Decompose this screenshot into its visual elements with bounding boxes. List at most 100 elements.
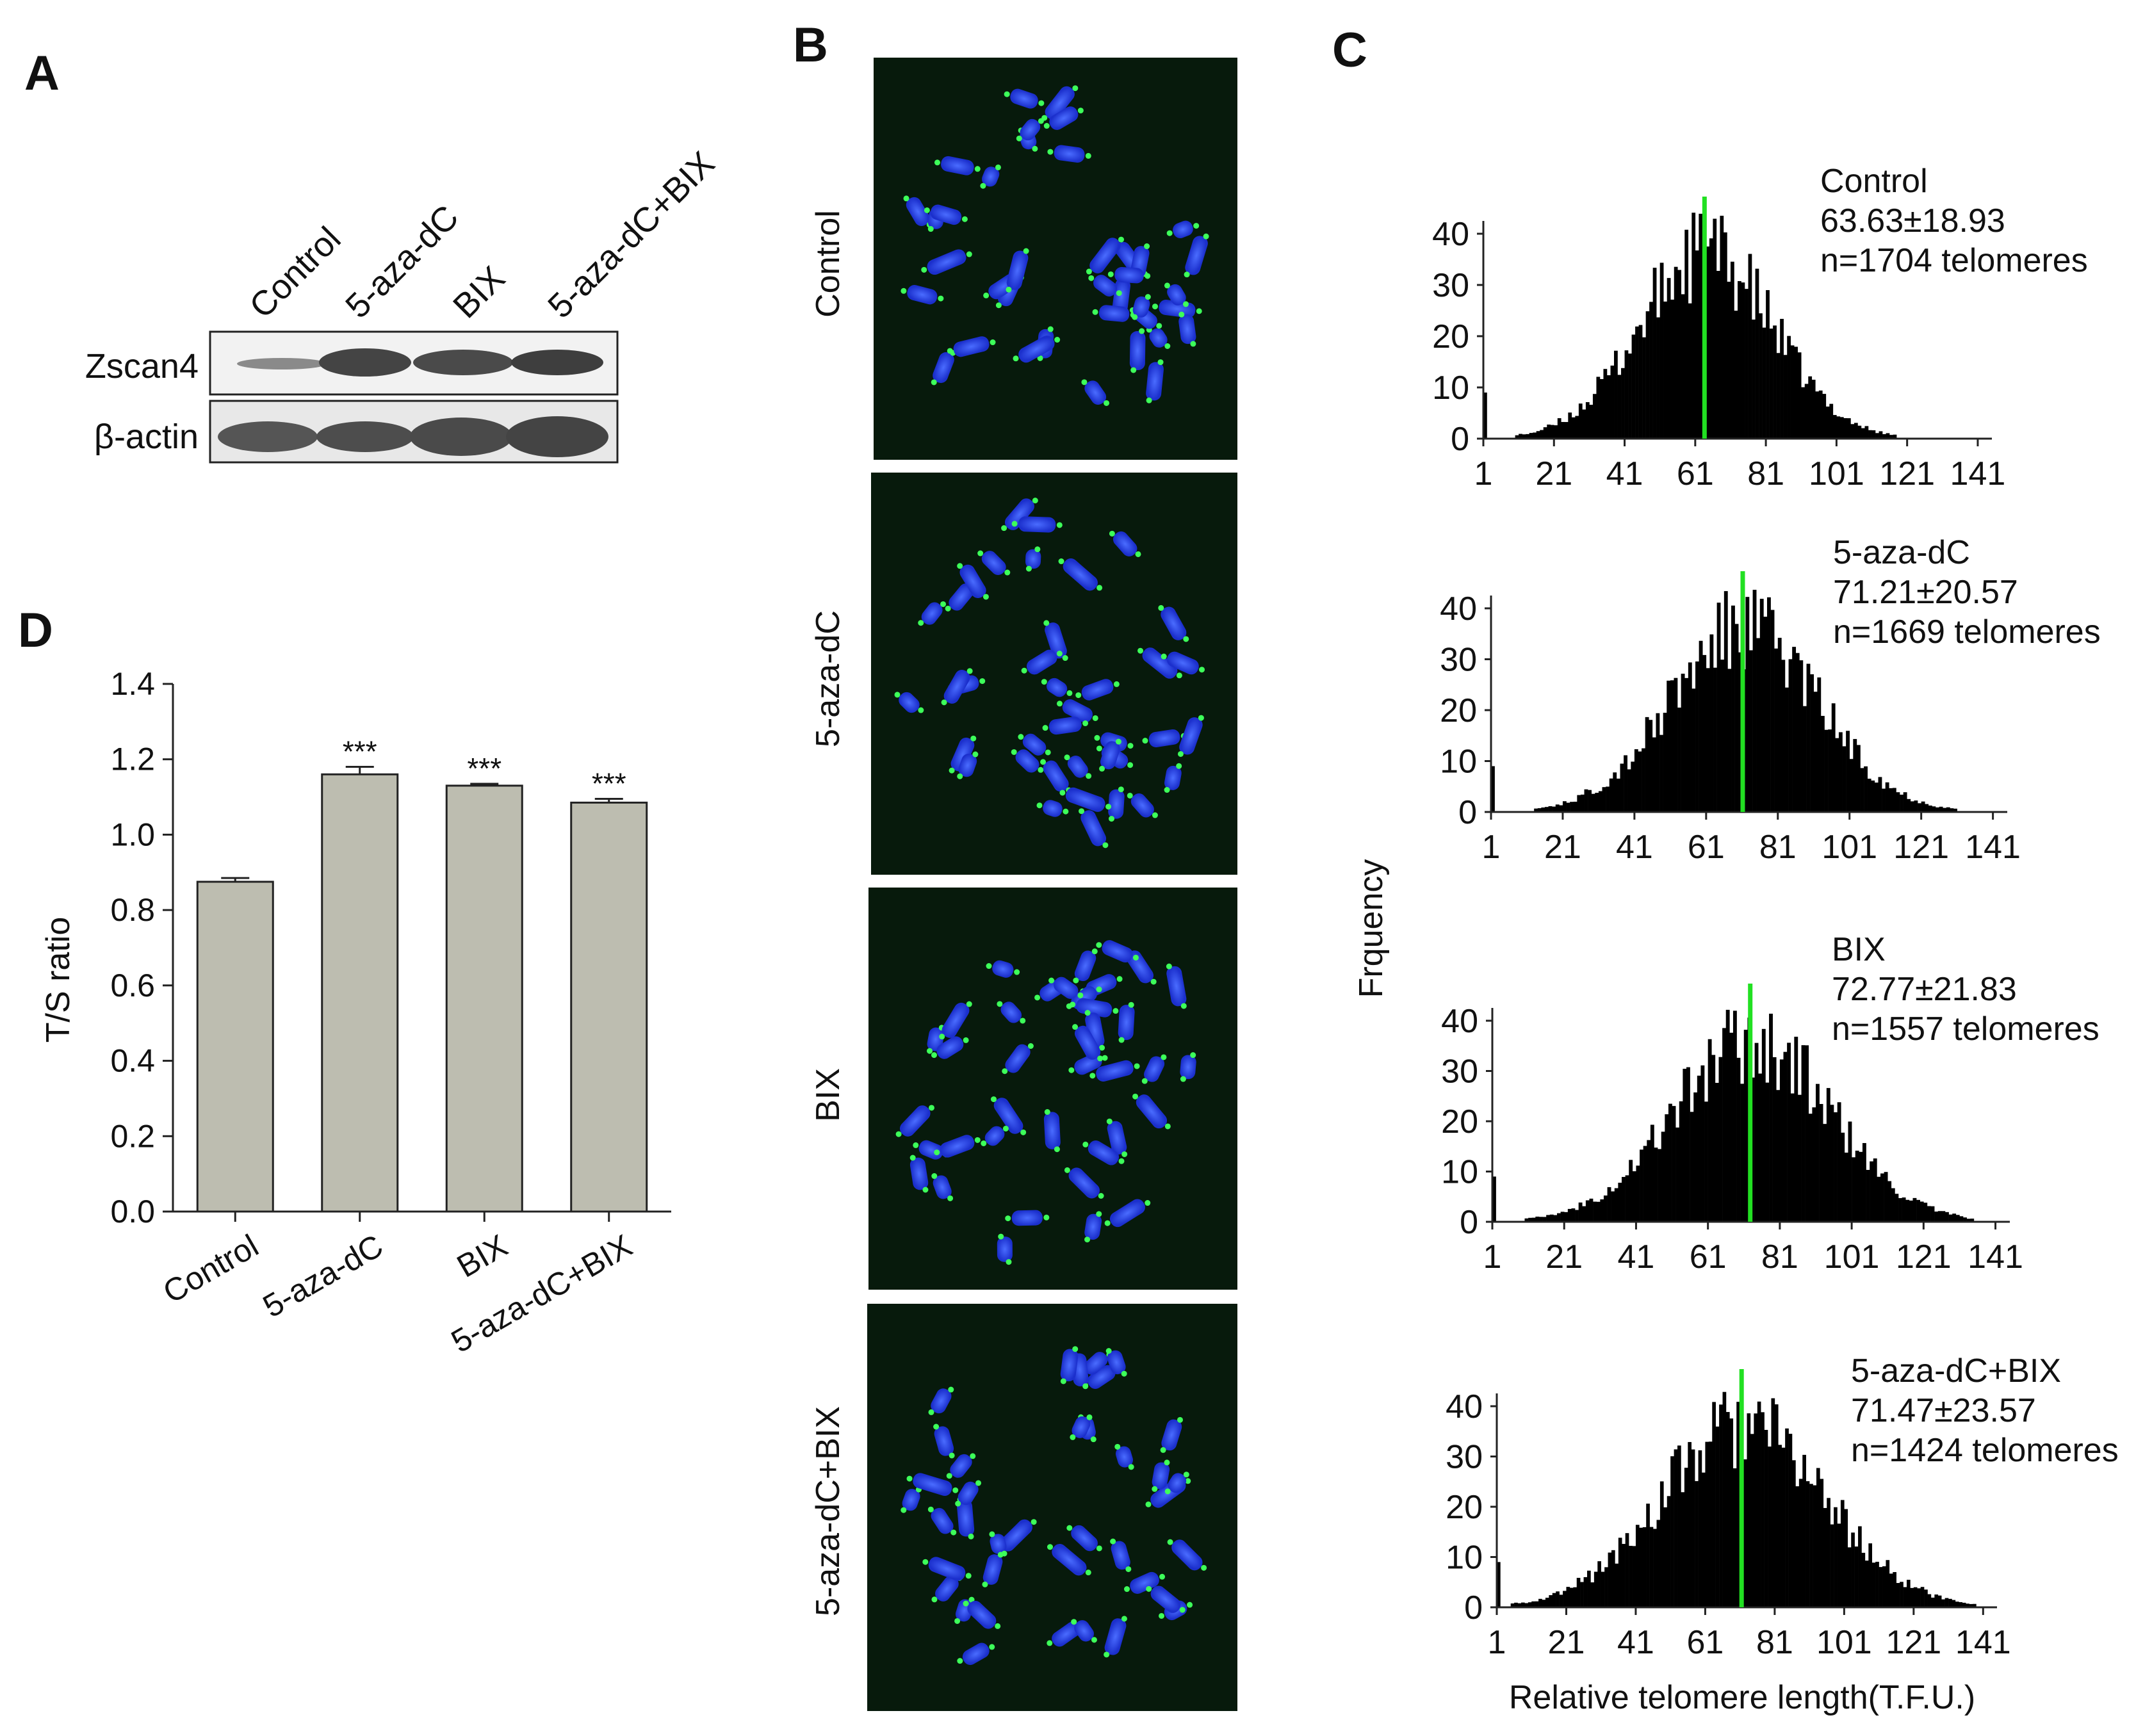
hist-bar: [1559, 805, 1563, 812]
hist-bar: [1697, 1075, 1701, 1222]
chromosome: [953, 336, 990, 357]
hist-y-tick-label: 30: [1432, 267, 1469, 304]
hist-x-tick-label: 141: [1965, 829, 2021, 866]
telomere-signal: [1092, 309, 1098, 315]
telomere-signal: [1072, 1346, 1079, 1352]
hist-bar: [1534, 808, 1538, 812]
telomere-signal: [1004, 569, 1011, 576]
hist-bar: [1784, 687, 1789, 812]
telomere-signal: [1125, 1566, 1132, 1572]
hist-bar: [1732, 1010, 1737, 1222]
telomere-signal: [965, 1573, 972, 1579]
hist-bar: [1920, 1587, 1925, 1607]
chromosome: [982, 166, 1000, 187]
hist-bar: [1758, 1073, 1763, 1222]
telomere-signal: [1127, 743, 1134, 749]
hist-bar: [1844, 1152, 1848, 1222]
hist-x-tick-label: 81: [1747, 455, 1784, 492]
hist-bar: [1788, 1434, 1793, 1607]
telomere-signal: [1063, 808, 1069, 815]
telomere-signal: [1146, 397, 1152, 403]
hist-bar: [1674, 1449, 1678, 1607]
telomere-signal: [1106, 1118, 1113, 1124]
hist-bar: [1725, 1412, 1730, 1607]
hist-bar: [1568, 412, 1572, 439]
hist-bar: [1649, 720, 1653, 812]
hist-xlabel: Relative telomere length(T.F.U.): [1509, 1679, 1975, 1716]
hist-bar: [1629, 1160, 1633, 1222]
chromosome: [941, 156, 974, 175]
hist-bar: [1618, 1537, 1622, 1607]
hist-bar: [1790, 345, 1795, 439]
hist-bar: [1808, 1114, 1813, 1222]
telomere-signal: [1144, 243, 1150, 250]
chromosome: [1043, 800, 1063, 817]
hist-bar: [1547, 425, 1551, 439]
telomere-signal: [1183, 636, 1189, 642]
hist-bar: [1759, 313, 1763, 439]
telomere-signal: [957, 1658, 963, 1664]
hist-bar: [1875, 1561, 1879, 1607]
hist-bar: [1661, 1132, 1665, 1222]
telomere-signal: [1043, 123, 1050, 129]
hist-bar: [1734, 624, 1739, 812]
hist-bar: [1545, 1598, 1549, 1607]
chromosome: [1098, 305, 1130, 322]
hist-bar: [1709, 634, 1714, 812]
hist-bar: [1583, 1577, 1588, 1607]
hist-x-tick-label: 21: [1548, 1624, 1585, 1661]
hist-bar: [1855, 1150, 1859, 1222]
hist-x-tick-label: 61: [1688, 829, 1725, 866]
chromosome: [1018, 516, 1056, 533]
chromosome: [1010, 88, 1038, 109]
hist-bar: [1570, 802, 1574, 812]
hist-bar: [1582, 1206, 1586, 1222]
hist-bar: [1920, 1201, 1924, 1222]
chromosome: [1179, 717, 1203, 755]
telomere-signal: [1048, 977, 1055, 984]
telomere-signal: [1082, 720, 1089, 727]
hist-y-tick-label: 0: [1458, 794, 1477, 831]
hist-bar: [1681, 1492, 1685, 1607]
telomere-signal: [1185, 1478, 1191, 1484]
hist-bar: [1724, 591, 1728, 812]
hist-y-tick-label: 20: [1441, 1103, 1478, 1140]
hist-bar: [1554, 425, 1558, 439]
chromosome: [1043, 760, 1069, 792]
telomere-signal: [1079, 808, 1085, 815]
hist-bar: [1825, 406, 1830, 439]
hist-bar: [1670, 680, 1674, 812]
telomere-signal: [1096, 585, 1103, 591]
fish-row-label: BIX: [810, 1068, 847, 1122]
chromosome: [1089, 238, 1121, 273]
telomere-signal: [1164, 1459, 1170, 1466]
hist-bar: [1541, 807, 1545, 812]
chromosome: [959, 564, 986, 599]
hist-bar: [1528, 1602, 1532, 1607]
hist-x-tick-label: 1: [1483, 1238, 1502, 1276]
hist-bar: [1921, 801, 1925, 812]
hist-group-name: 5-aza-dC: [1833, 534, 1970, 571]
hist-bar: [1577, 795, 1581, 812]
telomere-signal: [1004, 91, 1010, 97]
telomere-signal: [1102, 842, 1109, 848]
hist-bar: [1729, 1032, 1734, 1222]
telomere-signal: [1043, 1214, 1050, 1221]
telomere-signal: [927, 1506, 934, 1513]
telomere-signal: [1036, 802, 1043, 809]
telomere-signal: [966, 251, 972, 257]
hist-bar: [1642, 1527, 1647, 1607]
hist-bar: [1665, 1114, 1669, 1222]
hist-bar: [1932, 806, 1936, 812]
hist-bar: [1695, 250, 1699, 439]
telomere-signal: [955, 1500, 961, 1507]
hist-bar: [1969, 1603, 1973, 1607]
hist-bar: [1559, 1594, 1563, 1607]
telomere-signal: [1118, 1037, 1125, 1043]
hist-bar: [1871, 1562, 1876, 1607]
hist-bar: [1635, 1525, 1640, 1607]
hist-bar: [1768, 1446, 1772, 1607]
telomere-signal: [1187, 1602, 1193, 1608]
telomere-signal: [1071, 1619, 1077, 1625]
telomere-signal: [1121, 1151, 1128, 1157]
